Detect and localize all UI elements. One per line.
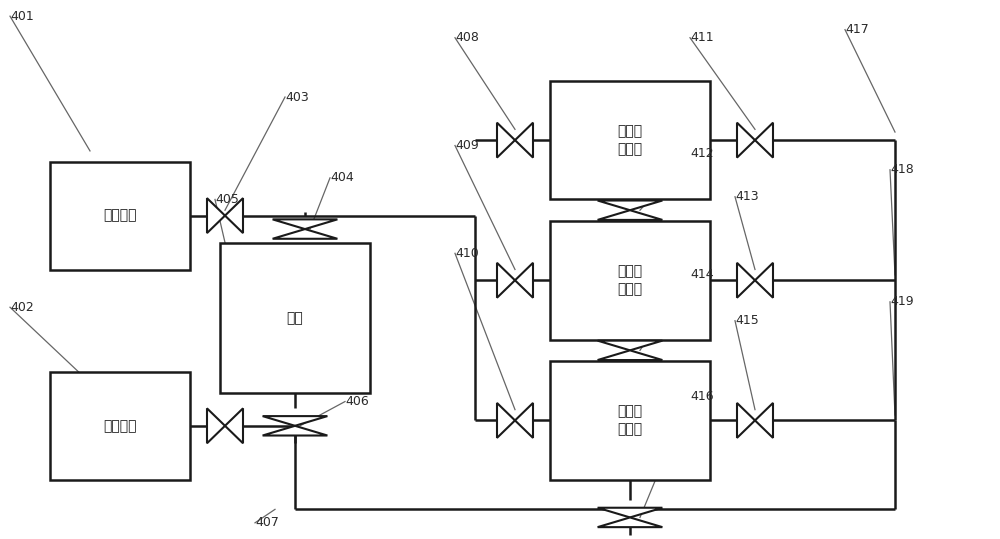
Text: 406: 406 bbox=[345, 395, 369, 408]
Polygon shape bbox=[598, 517, 662, 527]
Polygon shape bbox=[263, 426, 327, 436]
Polygon shape bbox=[737, 263, 755, 298]
Bar bbox=[220, 243, 370, 393]
Polygon shape bbox=[515, 123, 533, 157]
Polygon shape bbox=[598, 508, 662, 517]
Polygon shape bbox=[515, 263, 533, 298]
Polygon shape bbox=[273, 219, 337, 229]
Text: 415: 415 bbox=[735, 314, 759, 327]
Bar bbox=[50, 372, 190, 480]
Text: 409: 409 bbox=[455, 139, 479, 152]
Text: 401: 401 bbox=[10, 10, 34, 23]
Polygon shape bbox=[207, 198, 225, 233]
Text: 412: 412 bbox=[690, 147, 714, 160]
Text: 402: 402 bbox=[10, 301, 34, 314]
Polygon shape bbox=[755, 263, 773, 298]
Text: 410: 410 bbox=[455, 247, 479, 260]
Polygon shape bbox=[497, 263, 515, 298]
Polygon shape bbox=[207, 409, 225, 443]
Polygon shape bbox=[755, 403, 773, 438]
Text: 411: 411 bbox=[690, 31, 714, 44]
Polygon shape bbox=[263, 416, 327, 426]
Polygon shape bbox=[515, 403, 533, 438]
Text: 403: 403 bbox=[285, 91, 309, 103]
Bar bbox=[50, 162, 190, 270]
Text: 系统冷源: 系统冷源 bbox=[103, 419, 137, 433]
Polygon shape bbox=[225, 198, 243, 233]
Polygon shape bbox=[225, 409, 243, 443]
Polygon shape bbox=[273, 229, 337, 239]
Polygon shape bbox=[598, 341, 662, 350]
Text: 系统热源: 系统热源 bbox=[103, 209, 137, 223]
Polygon shape bbox=[755, 123, 773, 157]
Text: 第三储
能单元: 第三储 能单元 bbox=[617, 404, 643, 437]
Bar bbox=[550, 81, 710, 199]
Text: 414: 414 bbox=[690, 268, 714, 281]
Text: 413: 413 bbox=[735, 190, 759, 203]
Polygon shape bbox=[737, 403, 755, 438]
Text: 417: 417 bbox=[845, 23, 869, 36]
Polygon shape bbox=[497, 123, 515, 157]
Text: 407: 407 bbox=[255, 516, 279, 529]
Text: 419: 419 bbox=[890, 295, 914, 308]
Polygon shape bbox=[737, 123, 755, 157]
Polygon shape bbox=[497, 403, 515, 438]
Text: 404: 404 bbox=[330, 171, 354, 184]
Bar bbox=[550, 361, 710, 480]
Bar bbox=[550, 221, 710, 340]
Text: 418: 418 bbox=[890, 163, 914, 176]
Text: 水箱: 水箱 bbox=[287, 311, 303, 325]
Text: 第二储
能单元: 第二储 能单元 bbox=[617, 264, 643, 296]
Polygon shape bbox=[598, 201, 662, 210]
Text: 408: 408 bbox=[455, 31, 479, 44]
Text: 第一储
能单元: 第一储 能单元 bbox=[617, 124, 643, 156]
Polygon shape bbox=[598, 350, 662, 360]
Polygon shape bbox=[598, 210, 662, 220]
Text: 405: 405 bbox=[215, 193, 239, 206]
Text: 416: 416 bbox=[690, 390, 714, 403]
